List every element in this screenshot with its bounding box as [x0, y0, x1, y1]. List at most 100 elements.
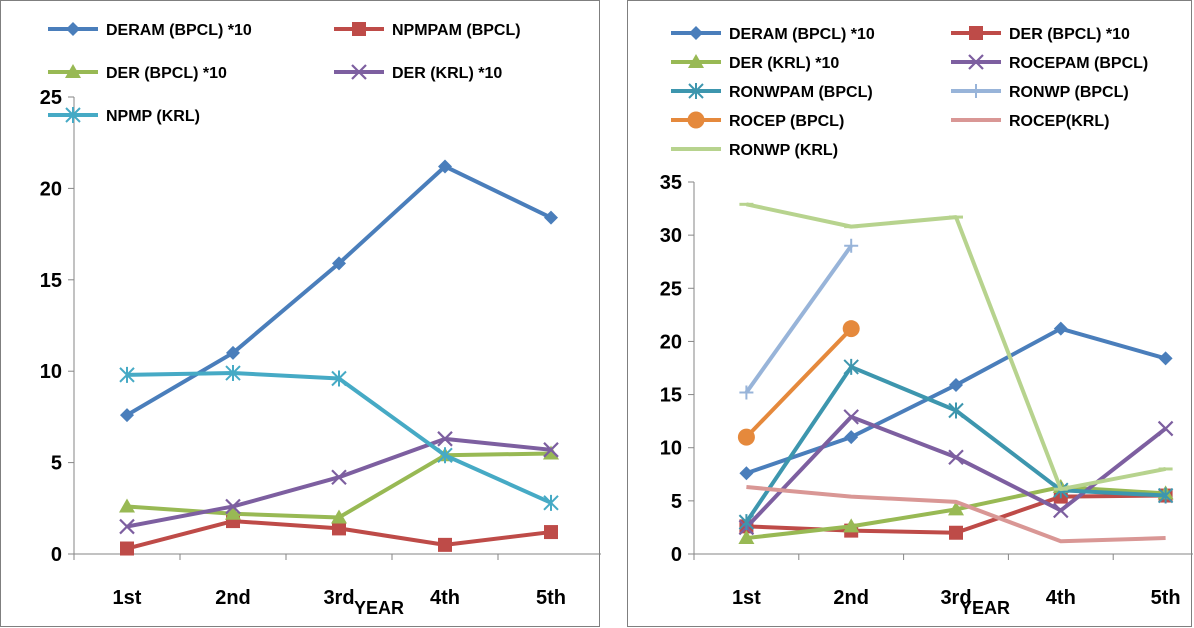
series-line	[745, 326, 1167, 476]
data-point	[738, 514, 755, 531]
legend-marker	[968, 54, 984, 70]
legend-entry: DERAM (BPCL) *10	[671, 26, 875, 43]
x-tick-label: 3rd	[940, 587, 971, 609]
data-point	[120, 541, 134, 556]
series-7	[746, 485, 1166, 544]
y-tick-label: 5	[51, 453, 62, 475]
x-tick-label: 3rd	[323, 587, 354, 609]
data-point	[226, 345, 240, 360]
x-tick-label: 5th	[536, 587, 566, 609]
x-tick-label: 4th	[1046, 587, 1076, 609]
legend-entry: ROCEP(KRL)	[951, 113, 1109, 130]
line-chart-right: 0 5 10 15 20 25 30 35 1st 2nd 3rd 4th 5th YEAR DERAM (…	[660, 26, 1193, 618]
y-tick-label: 15	[660, 385, 682, 407]
data-point	[1157, 420, 1174, 437]
y-tick-label: 15	[40, 270, 62, 292]
series-3	[738, 409, 1174, 536]
data-point	[843, 409, 859, 425]
data-point	[331, 509, 347, 524]
legend-label: ROCEP(KRL)	[1009, 113, 1109, 130]
legend-marker	[969, 26, 983, 40]
data-point	[948, 501, 964, 516]
legend-entry: NPMPAM (BPCL)	[334, 22, 521, 39]
series-6	[737, 320, 860, 446]
data-point	[844, 238, 859, 253]
data-point	[225, 498, 241, 515]
data-point	[119, 366, 135, 383]
series-line	[126, 371, 552, 505]
legend-entry: DER (BPCL) *10	[951, 26, 1130, 43]
data-point	[331, 469, 347, 486]
data-point	[1053, 502, 1069, 519]
data-point	[1158, 351, 1173, 366]
legend-label: RONWP (KRL)	[729, 142, 838, 159]
x-axis-title: YEAR	[354, 598, 404, 618]
y-tick-label: 5	[671, 491, 682, 513]
data-point	[842, 320, 860, 338]
series-line	[744, 327, 853, 439]
series-4	[738, 358, 1174, 531]
y-tick-label: 30	[660, 225, 682, 247]
legend-label: ROCEPAM (BPCL)	[1009, 55, 1148, 72]
data-point	[119, 518, 135, 535]
x-tick-label: 2nd	[215, 587, 251, 609]
legend-marker	[352, 22, 366, 36]
data-point	[738, 530, 755, 545]
legend-marker	[65, 107, 81, 123]
legend-entry: RONWP (BPCL)	[951, 84, 1129, 101]
legend-label: RONWP (BPCL)	[1009, 84, 1129, 101]
legend-label: NPMPAM (BPCL)	[392, 22, 521, 39]
data-point	[543, 445, 559, 460]
legend-marker	[688, 83, 704, 99]
legend-entry: DER (KRL) *10	[671, 54, 839, 72]
legend-entry: RONWP (KRL)	[671, 142, 838, 159]
data-point	[438, 159, 452, 174]
x-tick-label: 4th	[430, 587, 460, 609]
legend-entry: NPMP (KRL)	[48, 107, 200, 125]
x-tick-label: 2nd	[833, 587, 869, 609]
series-0	[739, 321, 1173, 481]
data-point	[739, 466, 754, 481]
data-point	[843, 358, 859, 375]
legend-label: DER (KRL) *10	[729, 55, 839, 72]
data-point	[331, 370, 347, 387]
data-point	[119, 498, 135, 513]
data-point	[949, 525, 963, 540]
legend-entry: ROCEPAM (BPCL)	[951, 54, 1148, 72]
legend-entry: DER (BPCL) *10	[48, 64, 227, 82]
data-point	[949, 378, 963, 393]
legend-entry: RONWPAM (BPCL)	[671, 83, 873, 101]
y-tick-label: 25	[660, 278, 682, 300]
data-point	[225, 505, 241, 520]
data-point	[1053, 321, 1068, 336]
legend-label: DER (KRL) *10	[392, 65, 502, 82]
legend-marker	[689, 26, 703, 40]
x-tick-label: 5th	[1151, 587, 1181, 609]
y-tick-label: 25	[40, 87, 62, 109]
legend-label: NPMP (KRL)	[106, 108, 200, 125]
data-point	[437, 447, 453, 464]
legend-marker	[687, 111, 705, 129]
legend-label: DER (BPCL) *10	[106, 65, 227, 82]
data-point	[844, 430, 859, 445]
legend-label: RONWPAM (BPCL)	[729, 84, 873, 101]
data-point	[225, 365, 241, 382]
series-line	[745, 202, 1166, 492]
series-1	[120, 514, 558, 556]
data-point	[739, 385, 754, 400]
x-axis-title: YEAR	[960, 598, 1010, 618]
series-2	[119, 445, 559, 524]
legend-entry: DER (KRL) *10	[334, 64, 502, 82]
legend-marker	[688, 54, 704, 68]
x-tick-label: 1st	[113, 587, 142, 609]
chart-panel-right: 0 5 10 15 20 25 30 35 1st 2nd 3rd 4th 5th YEAR DERAM (…	[627, 0, 1193, 627]
data-point	[544, 525, 558, 540]
legend-label: DER (BPCL) *10	[1009, 26, 1130, 43]
data-point	[948, 449, 964, 466]
legend-marker	[969, 84, 983, 98]
y-tick-label: 35	[660, 172, 682, 194]
legend-entry: DERAM (BPCL) *10	[48, 22, 252, 39]
y-tick-label: 10	[40, 361, 62, 383]
line-chart-left: 0 5 10 15 20 25 1st 2nd 3rd 4th 5th YEAR DERAM (BPCL…	[40, 22, 601, 618]
legend-entry: ROCEP (BPCL)	[671, 111, 844, 130]
